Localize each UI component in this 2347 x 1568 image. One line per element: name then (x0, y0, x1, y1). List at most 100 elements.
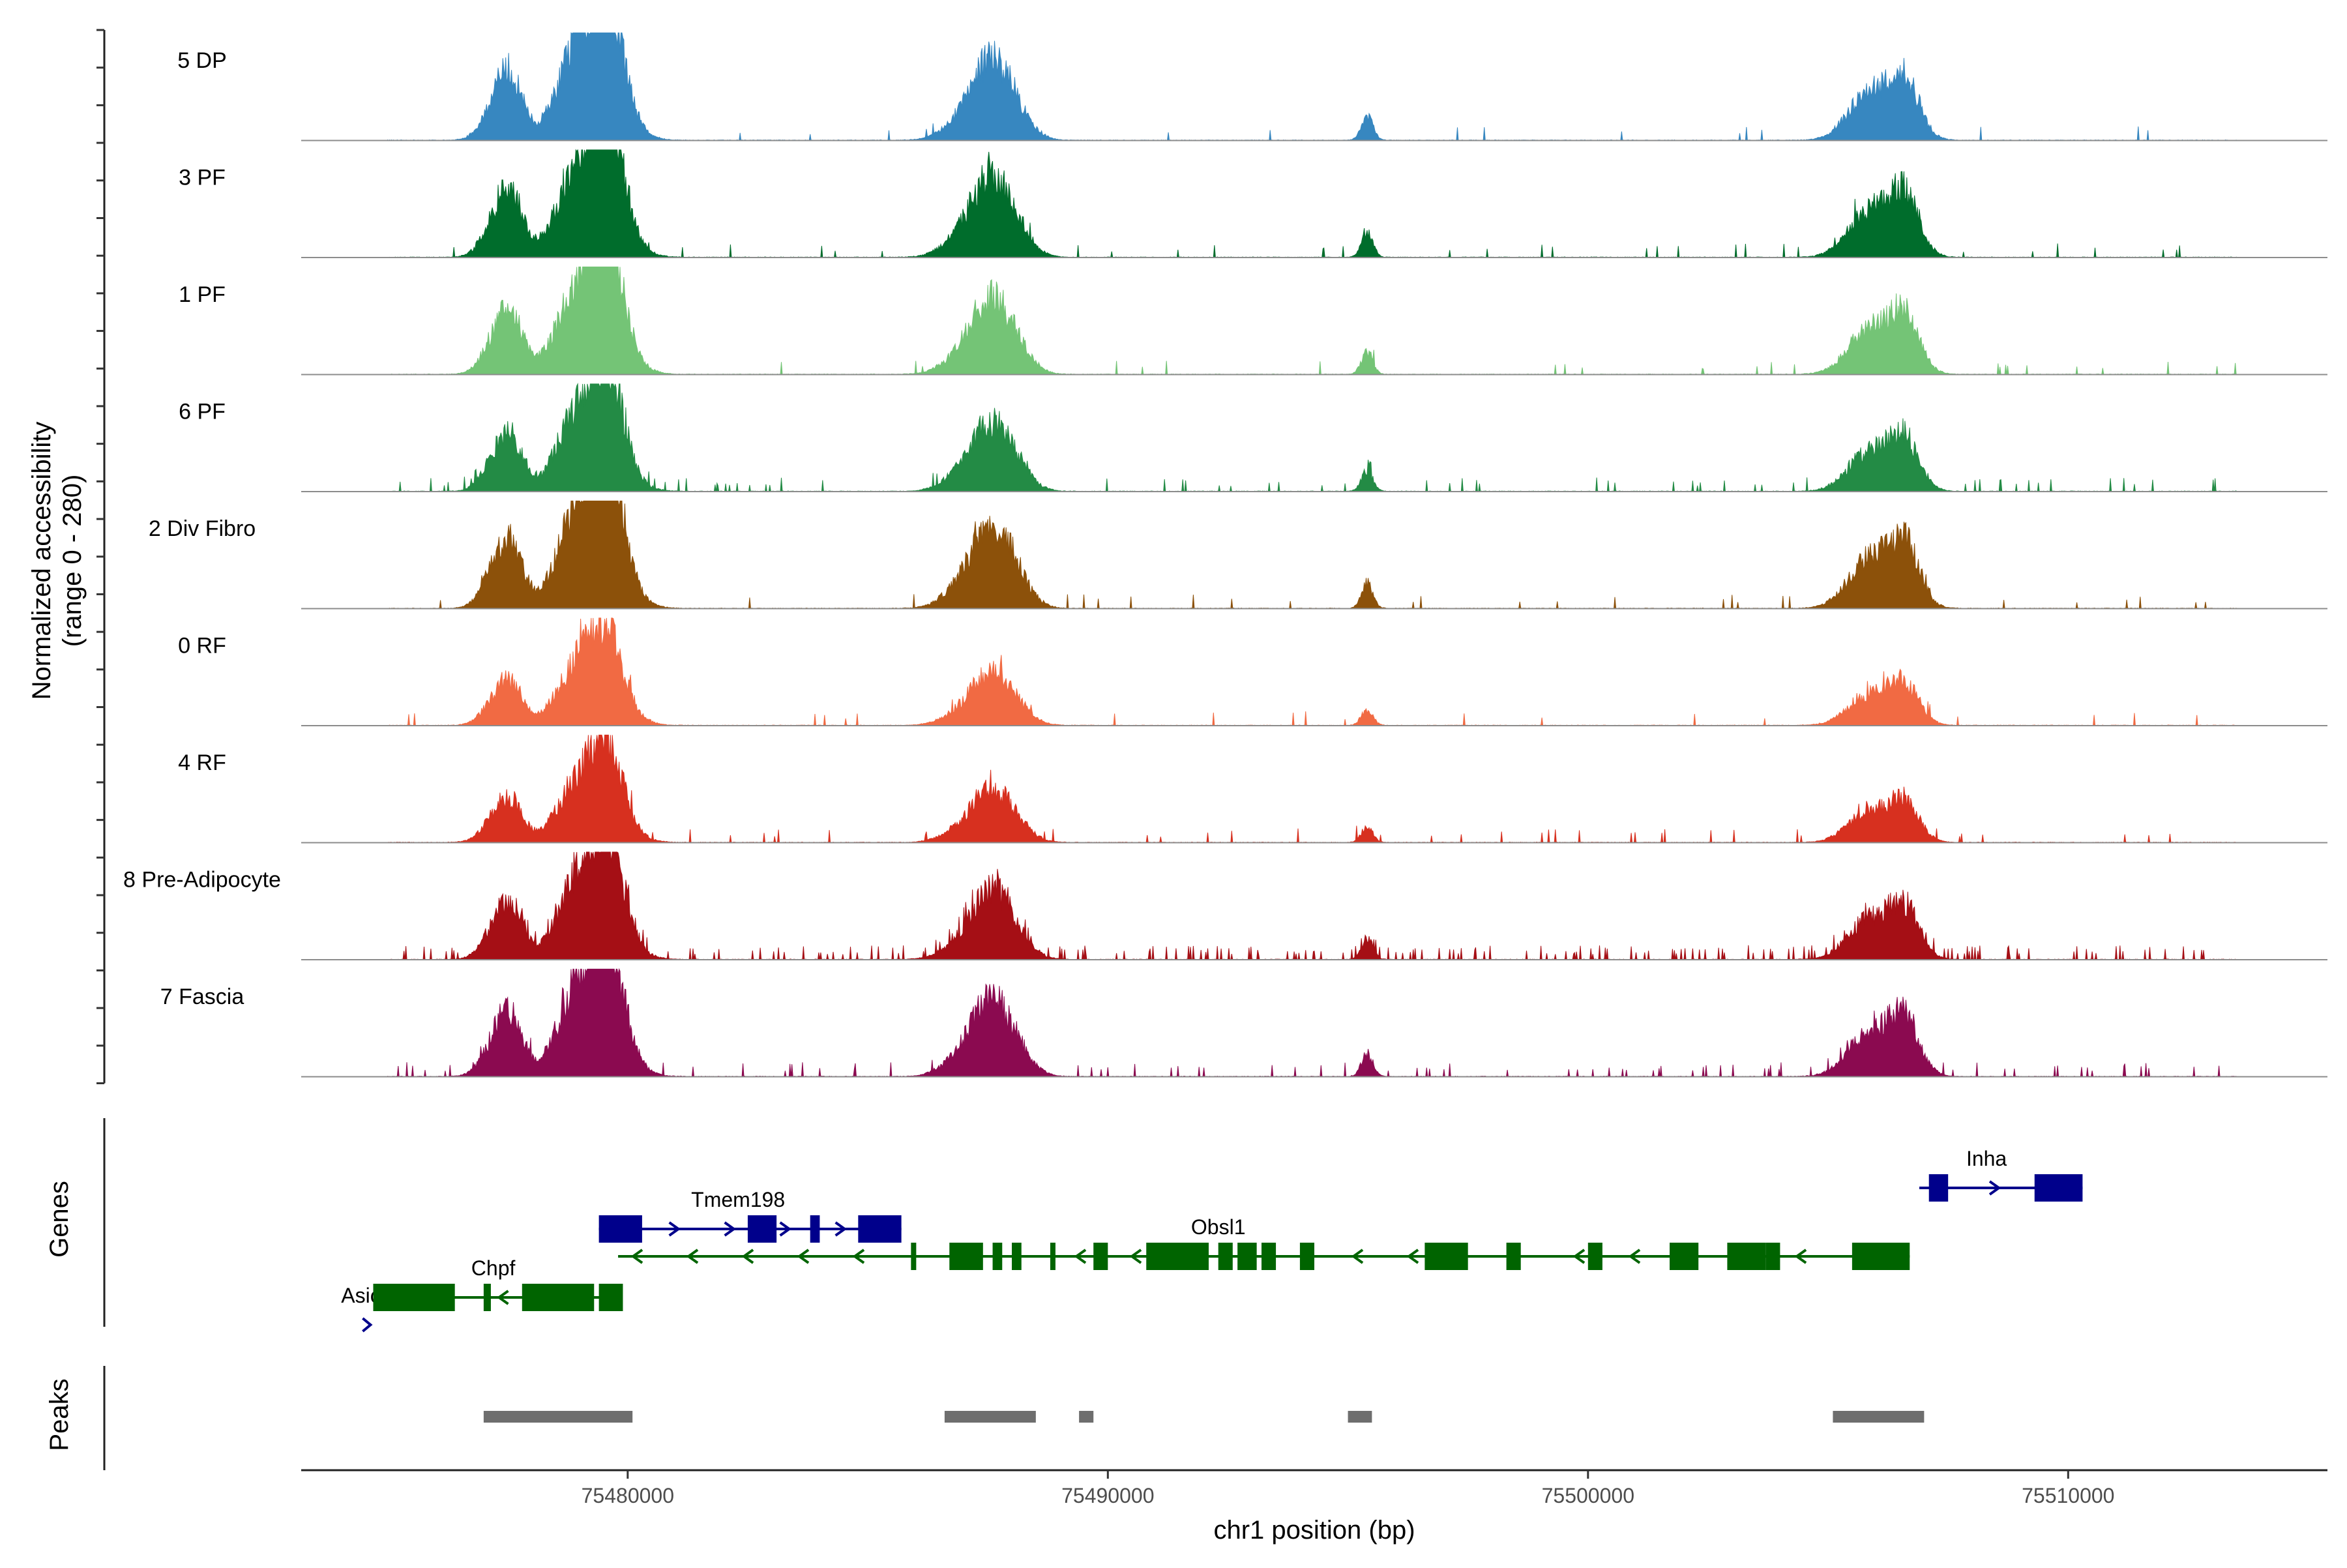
peak-region (1079, 1411, 1094, 1423)
peak-region (944, 1411, 1036, 1423)
coverage-area (387, 266, 2237, 376)
gene-exon (1093, 1243, 1108, 1270)
track-label: 5 DP (177, 48, 227, 73)
strand-arrow (1129, 1249, 1142, 1264)
track-label: 0 RF (178, 634, 226, 658)
strand-arrow (779, 1221, 792, 1237)
y-axis-title-line1: Normalized accessibility (27, 422, 56, 700)
track-label: 2 Div Fibro (149, 516, 256, 541)
gene-exon (1012, 1243, 1022, 1270)
coverage-area (387, 500, 2237, 610)
strand-arrow (1406, 1249, 1419, 1264)
peak-region (1348, 1411, 1372, 1423)
gene-exon (2034, 1174, 2083, 1202)
peaks-panel-label: Peaks (45, 1378, 74, 1451)
gene-exon (1218, 1243, 1233, 1270)
gene-exon (949, 1243, 983, 1270)
strand-arrow (1628, 1249, 1641, 1264)
strand-arrow (497, 1290, 509, 1305)
gene-label: Obsl1 (1191, 1215, 1246, 1239)
x-axis-layer: 75480000 75490000 75500000 75510000 (301, 1469, 2327, 1507)
gene-tmem198: Tmem198 (598, 1188, 902, 1243)
x-tick-label: 75500000 (1542, 1484, 1634, 1507)
gene-chpf: Chpf (373, 1256, 623, 1311)
y-axis-title-line2: (range 0 - 280) (58, 475, 87, 647)
coverage-area (387, 734, 2237, 844)
gene-exon (1727, 1243, 1766, 1270)
gene-exon (1928, 1174, 1949, 1202)
gene-inha: Inha (1919, 1147, 2083, 1202)
coverage-area (387, 32, 2237, 141)
x-tick-label: 75490000 (1061, 1484, 1154, 1507)
gene-exon (747, 1215, 777, 1243)
track-4-rf: 4 RF (178, 734, 2327, 844)
peak-region (483, 1411, 633, 1423)
gene-exon (911, 1243, 917, 1270)
track-1-pf: 1 PF (179, 266, 2327, 376)
gene-label: Tmem198 (691, 1188, 785, 1211)
x-tick-label: 75480000 (582, 1484, 674, 1507)
track-label: 1 PF (179, 282, 226, 307)
track-label: 6 PF (179, 400, 226, 424)
strand-arrow (1572, 1249, 1586, 1264)
track-label: 3 PF (179, 166, 226, 190)
gene-label: Chpf (471, 1256, 516, 1280)
track-label: 8 Pre-Adipocyte (123, 868, 281, 893)
track-7-fascia: 7 Fascia (160, 968, 2327, 1078)
coverage-area (387, 968, 2237, 1078)
track-5-dp: 5 DP (177, 32, 2327, 141)
tracks-layer: 5 DP 3 PF 1 PF 6 PF 2 Div Fibro 0 RF 4 RF 8 Pre… (123, 32, 2327, 1078)
track-6-pf: 6 PF (179, 383, 2327, 492)
strand-arrow (1074, 1249, 1087, 1264)
y-axis-layer (96, 29, 106, 1470)
gene-exon (1424, 1243, 1468, 1270)
gene-exon (1587, 1243, 1602, 1270)
strand-arrow (852, 1249, 865, 1264)
gene-exon (992, 1243, 1003, 1270)
gene-exon (810, 1215, 820, 1243)
strand-arrow (1351, 1249, 1364, 1264)
coverage-area (387, 617, 2237, 726)
genes-panel-label: Genes (45, 1181, 74, 1258)
strand-arrow (668, 1221, 681, 1237)
gene-exon (1670, 1243, 1699, 1270)
x-tick-label: 75510000 (2022, 1484, 2114, 1507)
coverage-area (387, 851, 2237, 960)
peak-region (1833, 1411, 1925, 1423)
strand-arrow (834, 1221, 848, 1237)
gene-obsl1: Obsl1 (618, 1215, 1910, 1270)
track-8-pre-adipocyte: 8 Pre-Adipocyte (123, 851, 2327, 960)
strand-arrow (724, 1221, 737, 1237)
x-axis-title: chr1 position (bp) (1213, 1516, 1415, 1545)
gene-exon (1237, 1243, 1257, 1270)
coverage-area (387, 383, 2237, 492)
strand-arrow (630, 1249, 643, 1264)
track-3-pf: 3 PF (179, 149, 2327, 258)
track-label: 4 RF (178, 750, 226, 775)
gene-exon (1050, 1243, 1055, 1270)
gene-exon (1506, 1243, 1521, 1270)
gene-label: Inha (1966, 1147, 2007, 1170)
gene-exon (522, 1284, 595, 1311)
gene-exon (1146, 1243, 1209, 1270)
strand-arrow (686, 1249, 699, 1264)
gene-exon (598, 1215, 642, 1243)
gene-exon (1852, 1243, 1910, 1270)
gene-exon (483, 1284, 491, 1311)
track-0-rf: 0 RF (178, 617, 2327, 726)
strand-arrow (362, 1317, 373, 1333)
strand-arrow (797, 1249, 810, 1264)
strand-arrow (741, 1249, 754, 1264)
gene-exon (1299, 1243, 1314, 1270)
track-2-div-fibro: 2 Div Fibro (149, 500, 2327, 610)
strand-arrow (1988, 1180, 2001, 1196)
gene-exon (1765, 1243, 1780, 1270)
gene-exon (598, 1284, 623, 1311)
gene-exon (373, 1284, 455, 1311)
coverage-area (387, 149, 2237, 258)
gene-exon (858, 1215, 902, 1243)
peaks-layer (483, 1411, 1925, 1423)
track-label: 7 Fascia (160, 984, 244, 1009)
